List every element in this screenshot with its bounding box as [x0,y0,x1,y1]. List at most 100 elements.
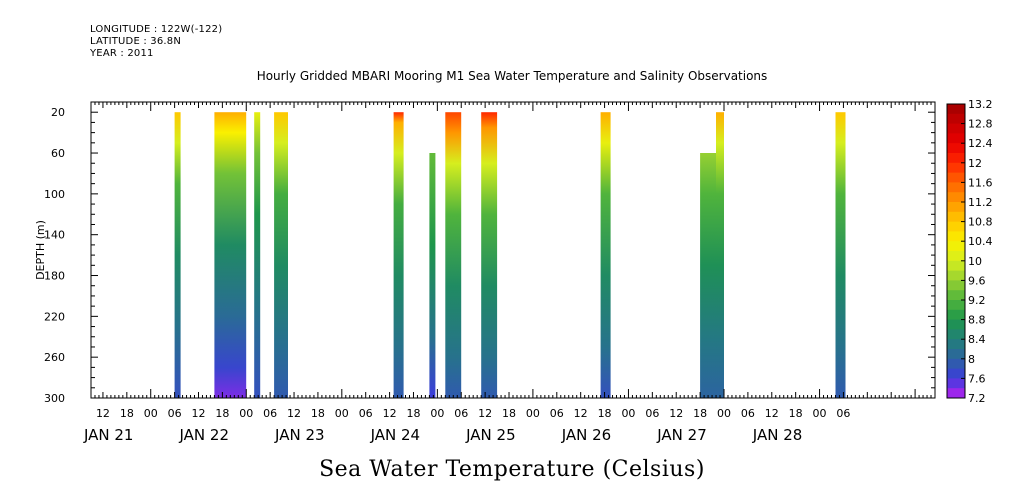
x-date-label: JAN 24 [370,426,421,444]
colorbar-cell [947,319,965,330]
x-axis-title: Sea Water Temperature (Celsius) [319,457,705,482]
colorbar-cell [947,202,965,213]
colorbar-label: 12.8 [968,118,993,131]
x-hour-label: 00 [526,407,540,420]
data-column [716,112,724,398]
y-tick-label: 220 [44,310,65,323]
colorbar-label: 9.6 [968,274,986,287]
colorbar-cell [947,172,965,183]
colorbar-cell [947,349,965,360]
colorbar-cell [947,162,965,174]
plot-area: 20 60 100 140 180 220 260 300 12 18 00 06 12 18 00 06 12… [44,101,936,444]
x-hour-label: 18 [693,407,707,420]
y-tick-label: 20 [51,106,65,119]
colorbar-cell [947,290,965,301]
x-date-label: JAN 23 [274,426,325,444]
y-tick-label: 100 [44,188,65,201]
colorbar-cell [947,241,965,252]
x-hour-label: 06 [741,407,755,420]
x-hour-label: 00 [239,407,253,420]
x-date-label: JAN 22 [179,426,230,444]
x-hour-label: 06 [550,407,564,420]
colorbar-cell [947,251,965,262]
colorbar-label: 10 [968,255,982,268]
colorbar-cell [947,113,965,125]
y-axis-title: DEPTH (m) [34,220,47,280]
colorbar-label: 12 [968,157,982,170]
data-column [600,112,611,398]
x-hour-label: 00 [621,407,635,420]
x-hour-label: 06 [836,407,850,420]
y-tick-label: 140 [44,229,65,242]
x-hour-label: 12 [287,407,301,420]
colorbar-label: 10.8 [968,216,993,229]
colorbar-cell [947,339,965,350]
data-column [700,153,716,398]
colorbar-cell [947,104,965,115]
colorbar-label: 11.6 [968,176,993,189]
data-column [214,112,247,398]
colorbar: 13.2 12.8 12.4 12 11.6 11.2 10.8 10.4 10 9.6 9.2 8.… [946,98,993,405]
colorbar-cell [947,123,965,134]
x-hour-label: 18 [311,407,325,420]
y-tick-label: 260 [44,351,65,364]
x-hour-label: 00 [717,407,731,420]
colorbar-cell [947,143,965,154]
data-column [393,112,404,398]
colorbar-label: 8.4 [968,333,986,346]
data-column [835,112,846,398]
x-hour-label: 06 [645,407,659,420]
colorbar-cell [947,192,965,203]
y-tick-label: 300 [44,392,65,405]
colorbar-cell [947,329,965,340]
colorbar-frame [946,103,966,399]
x-hour-label: 06 [454,407,468,420]
x-hour-label: 00 [813,407,827,420]
colorbar-cell [947,309,965,321]
colorbar-label: 9.2 [968,294,986,307]
colorbar-label: 10.4 [968,235,993,248]
data-column [174,112,181,398]
colorbar-cell [947,211,965,223]
colorbar-cell [947,300,965,311]
x-hour-label: 12 [765,407,779,420]
colorbar-cell [947,182,965,193]
data-column [429,153,436,398]
x-date-label: JAN 21 [83,426,134,444]
colorbar-cell [947,153,965,164]
colorbar-cell [947,133,965,144]
colorbar-cell [947,280,965,291]
x-hour-label: 18 [406,407,420,420]
year-label: YEAR : 2011 [90,48,154,59]
data-column [254,112,261,398]
colorbar-cell [947,368,965,379]
colorbar-cell [947,378,965,389]
x-hour-label: 00 [430,407,444,420]
x-hour-label: 06 [263,407,277,420]
x-hour-label: 18 [215,407,229,420]
colorbar-label: 7.6 [968,372,986,385]
x-hour-label: 00 [335,407,349,420]
x-hour-label: 06 [168,407,182,420]
chart-title: Hourly Gridded MBARI Mooring M1 Sea Wate… [257,69,768,83]
latitude-label: LATITUDE : 36.8N [90,36,182,47]
x-hour-label: 18 [789,407,803,420]
x-date-label: JAN 28 [752,426,803,444]
data-column [481,112,498,398]
colorbar-cell [947,260,965,272]
colorbar-label: 8.8 [968,314,986,327]
x-hour-label: 12 [191,407,205,420]
colorbar-label: 8 [968,353,975,366]
x-hour-label: 12 [574,407,588,420]
x-hour-label: 12 [478,407,492,420]
data-column [445,112,462,398]
x-hour-label: 12 [383,407,397,420]
x-hour-label: 18 [120,407,134,420]
x-hour-label: 12 [96,407,110,420]
y-tick-label: 60 [51,147,65,160]
colorbar-cell [947,388,965,399]
colorbar-label: 11.2 [968,196,993,209]
colorbar-cell [947,358,965,370]
y-tick-label: 180 [44,270,65,283]
